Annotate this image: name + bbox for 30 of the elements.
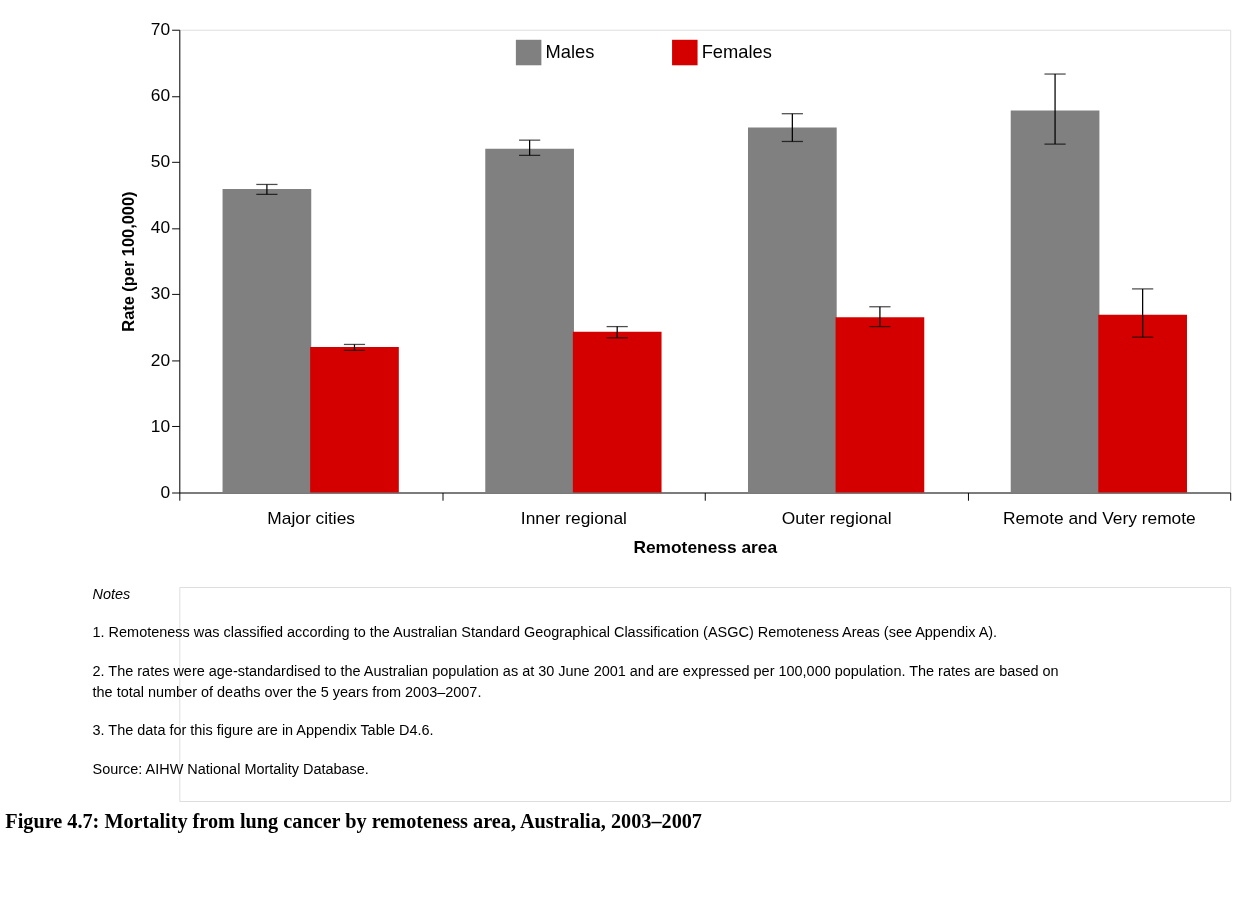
y-axis-title: Rate (per 100,000) xyxy=(118,191,137,332)
y-tick-label: 50 xyxy=(150,151,171,172)
bar xyxy=(310,347,399,493)
bar xyxy=(748,127,837,493)
source-note: Source: AIHW National Mortality Database. xyxy=(92,761,369,778)
y-tick-label: 40 xyxy=(150,217,171,238)
legend-label: Females xyxy=(701,41,772,63)
legend-label: Males xyxy=(545,41,595,63)
bar xyxy=(835,317,925,493)
y-tick-label: 10 xyxy=(150,415,171,436)
bar xyxy=(222,189,312,493)
bar xyxy=(485,148,574,493)
bar xyxy=(1098,314,1187,493)
text: 2. The rates were age-standardised to the Australian population as at 30 June 2001 and are expressed per 100,000 population. The rates are based on the total number of deaths over the 5 years from 2003–2007. xyxy=(92,662,1059,700)
bar xyxy=(1010,110,1100,493)
y-tick-label: 0 xyxy=(160,481,171,502)
text: Figure 4.7: Mortality from lung cancer by remoteness area, Australia, 2003–2007 xyxy=(5,809,702,833)
text: 1. Remoteness was classified according to the Australian Standard Geographical Classification (ASGC) Remoteness Areas (see Appendix A). xyxy=(92,624,998,641)
text: 3. The data for this figure are in Appendix Table D4.6. xyxy=(92,722,434,739)
y-tick-label: 30 xyxy=(150,283,171,304)
text: Notes xyxy=(92,585,131,602)
y-tick-label: 20 xyxy=(150,349,171,370)
y-tick-label: 70 xyxy=(150,19,171,40)
bar xyxy=(572,331,662,493)
x-tick-label: Outer regional xyxy=(781,507,892,528)
x-tick-label: Remote and Very remote xyxy=(1002,507,1196,528)
y-tick-label: 60 xyxy=(150,85,171,106)
x-tick-label: Inner regional xyxy=(520,507,627,528)
x-axis-title: Remoteness area xyxy=(633,536,778,557)
x-tick-label: Major cities xyxy=(267,507,356,528)
